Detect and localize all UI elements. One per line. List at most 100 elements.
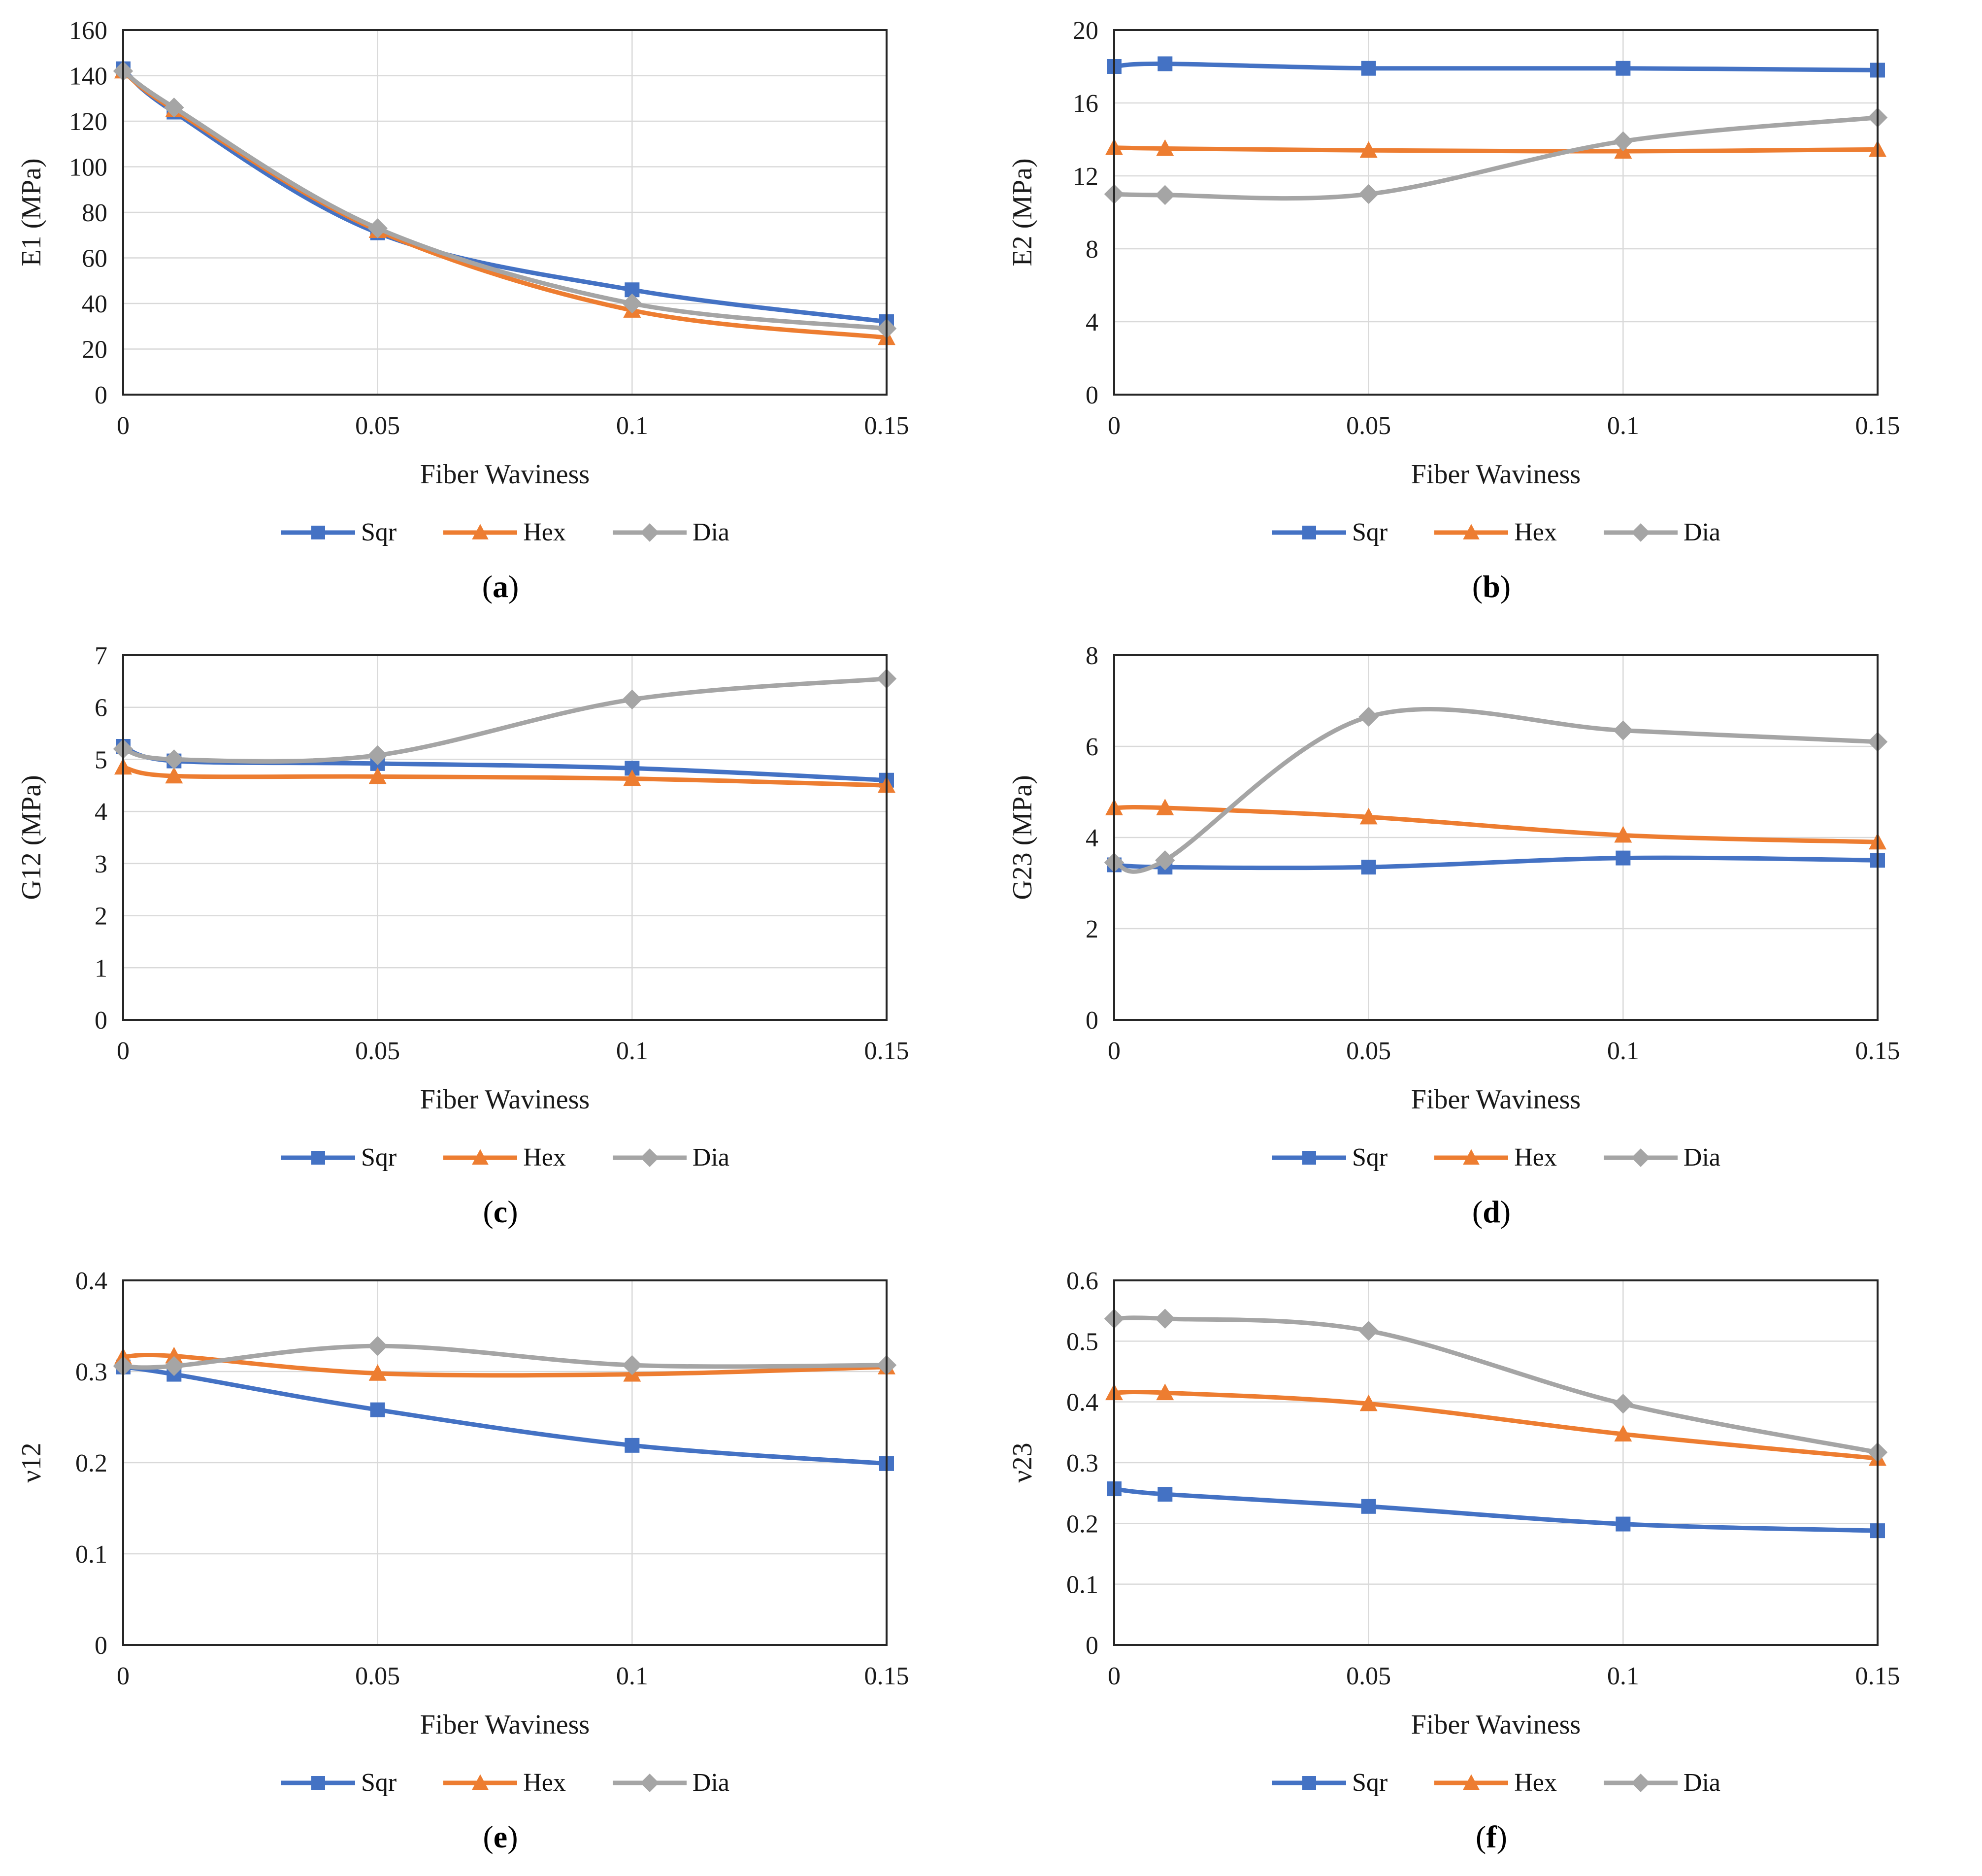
series-dia	[1104, 107, 1888, 205]
legend-marker-diamond-icon	[612, 523, 687, 542]
y-tick-label: 2	[1086, 915, 1098, 943]
legend-label: Dia	[692, 1143, 729, 1172]
y-tick-label: 100	[69, 154, 107, 182]
y-axis-title: E2 (MPa)	[1007, 158, 1038, 266]
x-tick-label: 0	[117, 1037, 130, 1065]
y-tick-label: 0	[95, 1632, 107, 1660]
y-tick-label: 0	[95, 381, 107, 409]
caption-paren: (	[483, 1194, 494, 1229]
caption-letter: a	[493, 569, 508, 604]
x-tick-label: 0.05	[1346, 1662, 1391, 1690]
y-tick-label: 0.4	[75, 1267, 107, 1295]
x-axis-title: Fiber Waviness	[420, 459, 590, 490]
legend-marker-square-icon	[1272, 1776, 1346, 1790]
series-dia	[113, 669, 897, 770]
x-tick-label: 0.15	[1855, 1662, 1900, 1690]
line-chart-g23: 0 2 4 6 8 0 0.05 0.1 0.15 G23 (MPa) Fiber Waviness	[1007, 642, 1900, 1115]
caption-letter: f	[1486, 1819, 1497, 1854]
y-tick-label: 0.1	[1066, 1571, 1098, 1599]
x-axis-title: Fiber Waviness	[1411, 1084, 1581, 1115]
y-tick-label: 12	[1073, 163, 1098, 191]
chart-panel-e: 0 0.1 0.2 0.3 0.4 0 0.05 0.1 0.15 ν12 Fiber Wavine…	[0, 1250, 991, 1876]
legend-item-dia: Dia	[612, 518, 729, 547]
y-tick-label: 60	[82, 245, 107, 273]
legend-item-dia: Dia	[1603, 1769, 1720, 1797]
caption-paren: )	[1500, 1194, 1511, 1229]
legend-marker-square-icon	[1272, 526, 1346, 539]
x-tick-label: 0.1	[616, 1662, 648, 1690]
y-tick-label: 0.6	[1066, 1267, 1098, 1295]
legend-label: Dia	[1683, 1143, 1720, 1172]
y-tick-label: 4	[1086, 308, 1098, 336]
x-tick-label: 0.1	[616, 412, 648, 440]
plot-border	[1113, 29, 1879, 396]
chart-panel-c: 0 1 2 3 4 5 6 7 0 0.05 0.1 0.15 G12 (MPa) Fiber Wavin…	[0, 625, 991, 1250]
legend-label: Hex	[1514, 518, 1557, 546]
y-tick-label: 4	[1086, 824, 1098, 852]
legend-e: Sqr Hex Dia	[281, 1769, 729, 1797]
y-tick-label: 6	[1086, 733, 1098, 761]
x-tick-label: 0.05	[1346, 1037, 1391, 1065]
legend-label: Sqr	[361, 1143, 397, 1172]
x-tick-label: 0	[1108, 412, 1121, 440]
gridlines	[123, 29, 888, 395]
x-tick-label: 0.15	[1855, 1037, 1900, 1065]
legend-label: Sqr	[361, 1769, 397, 1797]
legend-marker-diamond-icon	[1603, 1774, 1678, 1792]
legend-marker-triangle-icon	[1434, 1774, 1509, 1790]
legend-item-sqr: Sqr	[1272, 518, 1387, 547]
legend-label: Dia	[1683, 1769, 1720, 1797]
line-chart-nu12: 0 0.1 0.2 0.3 0.4 0 0.05 0.1 0.15 ν12 Fiber Wavine…	[16, 1267, 909, 1740]
caption-paren: )	[1500, 569, 1511, 604]
plot-border	[1113, 654, 1879, 1021]
series-sqr	[1107, 1481, 1885, 1539]
caption-paren: )	[507, 1194, 518, 1229]
legend-marker-triangle-icon	[443, 1149, 518, 1165]
axis-tick-labels: 0 20 40 60 80 100 120 140 160 0 0.05 0.1 0.15	[69, 17, 909, 440]
caption-letter: d	[1483, 1194, 1500, 1229]
legend-item-dia: Dia	[612, 1143, 729, 1172]
y-tick-label: 0	[1086, 1006, 1098, 1035]
y-tick-label: 0.3	[75, 1358, 107, 1386]
legend-marker-square-icon	[281, 1151, 355, 1165]
y-axis-title: E1 (MPa)	[16, 158, 47, 266]
series-hex	[1105, 1383, 1886, 1466]
y-tick-label: 7	[95, 642, 107, 670]
gridlines	[1114, 1279, 1879, 1645]
legend-item-sqr: Sqr	[1272, 1769, 1387, 1797]
gridlines	[123, 654, 888, 1020]
legend-marker-triangle-icon	[443, 524, 518, 539]
y-tick-label: 0.2	[1066, 1510, 1098, 1538]
chart-panel-b: 0 4 8 12 16 20 0 0.05 0.1 0.15 E2 (MPa) Fiber Wavin…	[991, 0, 1982, 625]
y-tick-label: 160	[69, 17, 107, 45]
caption-letter: c	[493, 1194, 508, 1229]
y-tick-label: 16	[1073, 90, 1098, 118]
legend-item-sqr: Sqr	[281, 518, 396, 547]
y-axis-title: G23 (MPa)	[1007, 775, 1038, 900]
legend-label: Sqr	[1352, 1143, 1388, 1172]
legend-label: Hex	[523, 1143, 566, 1172]
x-tick-label: 0.1	[1607, 1662, 1639, 1690]
series-hex	[114, 62, 895, 345]
line-chart-g12: 0 1 2 3 4 5 6 7 0 0.05 0.1 0.15 G12 (MPa) Fiber Wavin…	[16, 642, 909, 1115]
caption-a: (a)	[482, 569, 519, 605]
y-tick-label: 2	[95, 903, 107, 931]
x-tick-label: 0.15	[864, 412, 909, 440]
legend-a: Sqr Hex Dia	[281, 518, 729, 547]
x-axis-title: Fiber Waviness	[1411, 1709, 1581, 1740]
legend-marker-square-icon	[1272, 1151, 1346, 1165]
x-axis-title: Fiber Waviness	[420, 1709, 590, 1740]
line-chart-e1: 0 20 40 60 80 100 120 140 160 0 0.05 0.1 0.15 E1 (MPa…	[16, 17, 909, 490]
caption-paren: (	[1472, 1194, 1483, 1229]
line-chart-e2: 0 4 8 12 16 20 0 0.05 0.1 0.15 E2 (MPa) Fiber Wavin…	[1007, 17, 1900, 490]
y-tick-label: 0	[1086, 1632, 1098, 1660]
caption-letter: b	[1483, 569, 1500, 604]
legend-item-hex: Hex	[1434, 518, 1557, 547]
y-tick-label: 140	[69, 63, 107, 91]
y-tick-label: 20	[82, 336, 107, 364]
caption-c: (c)	[483, 1194, 518, 1230]
legend-label: Sqr	[1352, 1769, 1388, 1797]
legend-label: Sqr	[1352, 518, 1388, 546]
gridlines	[123, 1279, 888, 1645]
